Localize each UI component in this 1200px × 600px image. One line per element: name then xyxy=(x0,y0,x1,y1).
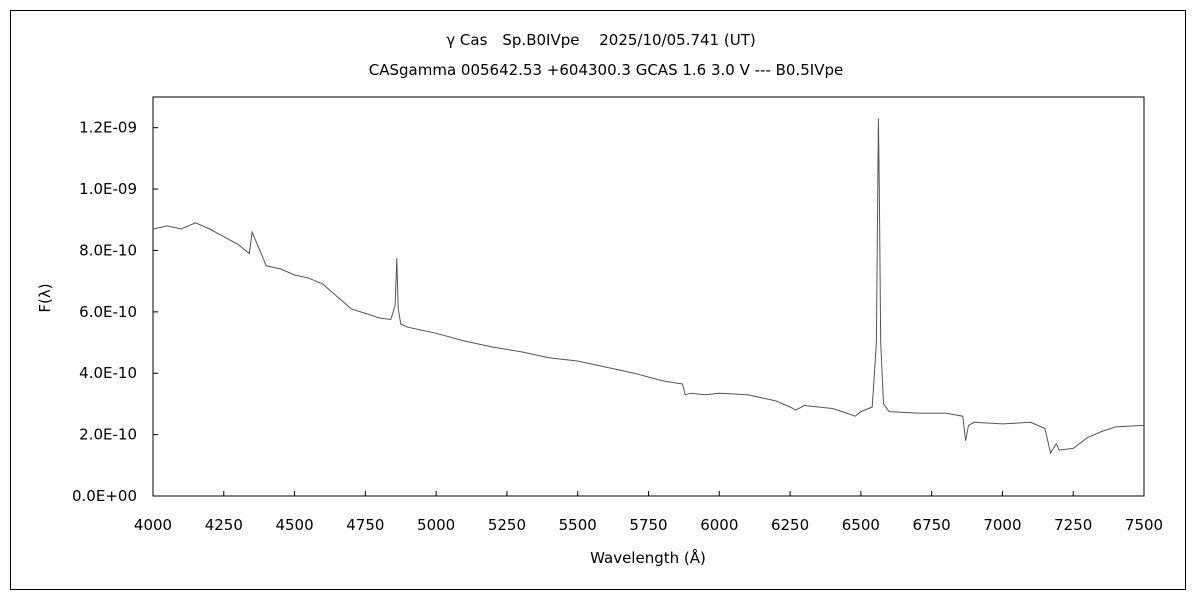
x-tick-label: 7000 xyxy=(983,516,1021,534)
y-tick-label: 1.2E-09 xyxy=(79,119,137,137)
x-axis: 4000 4250 4500 4750 5000 5250 5500 5750 6000 6250… xyxy=(134,491,1163,534)
x-tick-label: 6000 xyxy=(700,516,738,534)
x-tick-label: 4500 xyxy=(275,516,313,534)
plot-area xyxy=(152,96,1145,497)
y-tick-label: 8.0E-10 xyxy=(79,241,137,259)
x-tick-label: 4000 xyxy=(134,516,172,534)
chart-title: γ Cas Sp.B0IVpe 2025/10/05.741 (UT) xyxy=(446,31,755,49)
x-axis-label: Wavelength (Å) xyxy=(590,548,706,567)
chart-subtitle: CASgamma 005642.53 +604300.3 GCAS 1.6 3.… xyxy=(369,61,843,79)
x-tick-label: 5250 xyxy=(488,516,526,534)
x-tick-label: 5000 xyxy=(417,516,455,534)
spectrum-line xyxy=(152,118,1145,455)
y-tick-label: 6.0E-10 xyxy=(79,303,137,321)
x-tick-label: 5750 xyxy=(629,516,667,534)
y-tick-label: 2.0E-10 xyxy=(79,426,137,444)
y-tick-label: 1.0E-09 xyxy=(79,180,137,198)
x-tick-label: 6750 xyxy=(913,516,951,534)
y-tick-label: 4.0E-10 xyxy=(79,364,137,382)
x-tick-label: 4250 xyxy=(205,516,243,534)
x-tick-label: 5500 xyxy=(559,516,597,534)
series-group xyxy=(152,118,1145,455)
x-tick-label: 6250 xyxy=(771,516,809,534)
x-tick-label: 6500 xyxy=(842,516,880,534)
x-tick-label: 4750 xyxy=(346,516,384,534)
y-axis: 0.0E+00 2.0E-10 4.0E-10 6.0E-10 8.0E-10 1.0E-… xyxy=(72,119,158,505)
x-tick-label: 7250 xyxy=(1054,516,1092,534)
x-tick-label: 7500 xyxy=(1125,516,1163,534)
y-axis-label: F(λ) xyxy=(36,283,54,312)
y-tick-label: 0.0E+00 xyxy=(72,487,137,505)
